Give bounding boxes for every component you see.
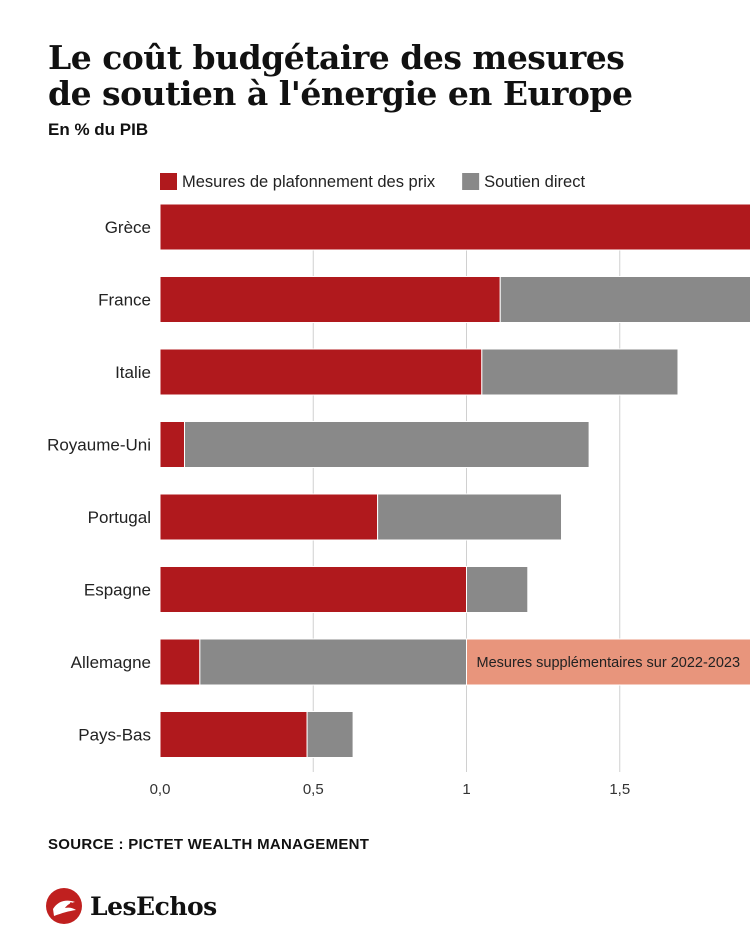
bar-price-cap-0 (159, 203, 750, 251)
category-label-1: France (98, 291, 151, 310)
chart-annotation: Mesures supplémentaires sur 2022-2023 (466, 638, 750, 686)
bar-price-cap-1 (159, 276, 501, 323)
x-tick-label-2: 1 (462, 781, 470, 798)
bar-price-cap-6 (159, 638, 201, 686)
bar-direct-support-7 (306, 711, 354, 758)
x-tick-label-1: 0,5 (303, 781, 324, 798)
legend-swatch-1 (462, 173, 480, 190)
title-line-1: Le coût budgétaire des mesures (48, 38, 625, 77)
chart-subtitle: En % du PIB (48, 120, 149, 139)
publisher-logo: LesEchos (46, 886, 217, 926)
bar-chart: Mesures de plafonnement des prix Soutien … (47, 173, 750, 798)
legend-label-0: Mesures de plafonnement des prix (182, 173, 436, 191)
x-axis-tick-labels: 0,00,511,522,533,5 (150, 781, 631, 798)
category-label-3: Royaume-Uni (47, 436, 151, 455)
category-label-6: Allemagne (71, 653, 151, 672)
bar-direct-support-4 (377, 493, 563, 541)
category-label-5: Espagne (84, 581, 151, 600)
legend-label-1: Soutien direct (484, 173, 585, 191)
bar-price-cap-3 (159, 421, 186, 468)
bar-direct-support-2 (481, 348, 679, 396)
y-axis-labels: Grèce France Italie Royaume-Uni Portugal Espa… (47, 218, 151, 745)
annotation-label: Mesures supplémentaires sur 2022-2023 (477, 655, 741, 671)
title-line-2: de soutien à l'énergie en Europe (48, 74, 633, 113)
bar-direct-support-3 (184, 421, 590, 468)
bar-price-cap-7 (159, 711, 308, 758)
legend-swatch-0 (160, 173, 177, 190)
x-tick-label-0: 0,0 (150, 781, 171, 798)
category-label-0: Grèce (105, 218, 151, 237)
bar-price-cap-5 (159, 566, 467, 613)
category-label-4: Portugal (88, 508, 151, 527)
category-label-7: Pays-Bas (78, 726, 151, 745)
source-note: SOURCE : PICTET WEALTH MANAGEMENT (48, 836, 370, 853)
bar-direct-support-5 (466, 566, 529, 613)
logo-text: LesEchos (90, 891, 217, 921)
echos-bird-icon (46, 888, 82, 924)
x-tick-label-3: 1,5 (609, 781, 630, 798)
bar-price-cap-2 (159, 348, 483, 396)
annotation-box (466, 638, 750, 686)
chart-bars (159, 203, 750, 758)
bar-direct-support-6 (199, 638, 467, 686)
category-label-2: Italie (115, 363, 151, 382)
bar-price-cap-4 (159, 493, 379, 541)
chart-title: Le coût budgétaire des mesures de soutie… (48, 40, 688, 112)
bar-direct-support-1 (499, 276, 750, 323)
chart-legend: Mesures de plafonnement des prix Soutien … (160, 173, 585, 191)
